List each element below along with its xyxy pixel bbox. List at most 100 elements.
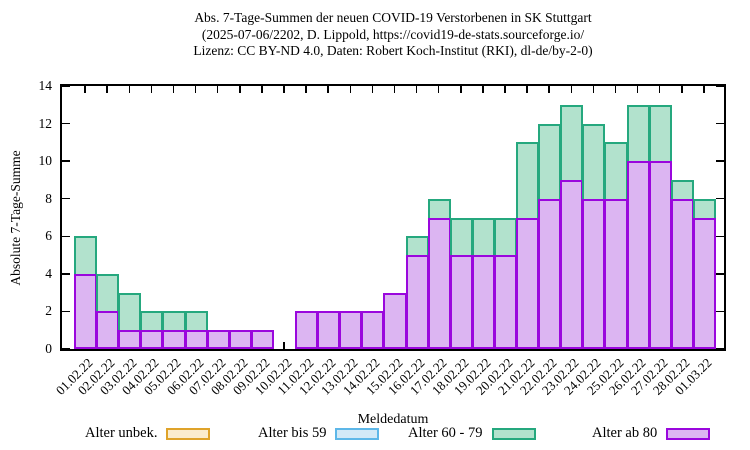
bar-segment-alter-60-79 [405, 236, 429, 256]
bar-segment-alter-60-79 [427, 198, 451, 218]
y-tick-right [716, 85, 724, 87]
legend-label: Alter unbek. [85, 425, 158, 441]
x-tick-top [84, 86, 86, 93]
bar-segment-alter-60-79 [162, 311, 186, 331]
bar-segment-alter-ab-80 [339, 311, 363, 349]
y-tick-right [716, 235, 724, 238]
legend-swatch [166, 427, 211, 440]
bar-segment-alter-60-79 [184, 311, 208, 331]
bar-segment-alter-ab-80 [228, 330, 252, 349]
chart-title-line1: Abs. 7-Tage-Summen der neuen COVID-19 Ve… [194, 10, 592, 25]
bar-segment-alter-60-79 [582, 123, 606, 199]
x-tick-top [106, 86, 108, 93]
x-tick-top [261, 86, 263, 93]
plot-canvas [62, 85, 724, 350]
bar-segment-alter-ab-80 [538, 198, 562, 349]
y-tick-left [62, 310, 70, 313]
x-tick-top [349, 86, 352, 93]
x-tick-top [437, 86, 440, 93]
x-tick-top [305, 86, 307, 93]
y-tick-right [716, 122, 724, 125]
bar-segment-alter-ab-80 [96, 311, 120, 349]
bar-segment-alter-ab-80 [449, 255, 473, 349]
y-tick-right [716, 197, 724, 200]
bar-segment-alter-ab-80 [140, 330, 164, 349]
x-tick-top [460, 86, 462, 93]
bar-segment-alter-ab-80 [493, 255, 518, 349]
bar-segment-alter-60-79 [516, 142, 540, 218]
y-tick-right [716, 310, 724, 313]
x-tick-top [150, 86, 153, 93]
legend-label: Alter 60 - 79 [408, 425, 483, 441]
y-tick-right [716, 160, 724, 162]
bar-segment-alter-ab-80 [361, 311, 385, 349]
bar-segment-alter-ab-80 [250, 330, 274, 349]
bar-segment-alter-ab-80 [692, 217, 716, 349]
legend-label: Alter bis 59 [258, 425, 327, 441]
x-tick-top [194, 86, 197, 93]
y-tick-label: 0 [45, 341, 52, 356]
bar-segment-alter-60-79 [96, 273, 120, 312]
y-tick-label: 6 [45, 228, 52, 244]
bar-segment-alter-ab-80 [184, 330, 208, 349]
x-tick-top [482, 86, 484, 93]
chart-title: Abs. 7-Tage-Summen der neuen COVID-19 Ve… [60, 10, 726, 60]
bar-segment-alter-60-79 [604, 142, 628, 199]
legend-item: Alter 60 - 79 [408, 425, 536, 442]
bar-segment-alter-ab-80 [206, 330, 230, 349]
bar-segment-alter-ab-80 [582, 198, 606, 349]
bar-segment-alter-60-79 [670, 179, 694, 199]
legend-item: Alter ab 80 [592, 425, 711, 442]
bar-segment-alter-ab-80 [118, 330, 142, 349]
x-tick-top [216, 86, 219, 93]
bar-segment-alter-60-79 [493, 217, 518, 256]
x-tick-top [548, 86, 550, 93]
y-tick-label: 8 [45, 190, 52, 206]
bar-segment-alter-ab-80 [626, 161, 650, 349]
bar-segment-alter-60-79 [140, 311, 164, 331]
legend: Alter unbek. Alter bis 59 Alter 60 - 79 Alt… [0, 425, 750, 447]
legend-item: Alter bis 59 [258, 425, 380, 442]
x-tick-top [283, 86, 285, 93]
y-tick-label: 2 [45, 303, 52, 319]
y-tick-left [62, 235, 70, 238]
bar-segment-alter-ab-80 [604, 198, 628, 349]
chart-title-line2: (2025-07-06/2202, D. Lippold, https://co… [201, 26, 585, 42]
y-tick-label: 10 [38, 153, 53, 169]
x-tick-bottom [283, 342, 285, 349]
x-tick-top [681, 86, 683, 93]
bar-segment-alter-60-79 [692, 198, 716, 218]
y-tick-left [62, 122, 70, 125]
y-tick-label: 12 [38, 115, 53, 131]
x-tick-top [128, 86, 130, 93]
bar-segment-alter-ab-80 [295, 311, 319, 349]
legend-swatch [491, 427, 536, 440]
bar-segment-alter-60-79 [626, 104, 650, 162]
y-tick-label: 14 [38, 78, 53, 93]
bar-segment-alter-60-79 [538, 123, 562, 199]
bar-segment-alter-60-79 [471, 217, 495, 256]
bar-segment-alter-ab-80 [317, 311, 341, 349]
x-tick-top [415, 86, 418, 93]
bar-segment-alter-ab-80 [162, 330, 186, 349]
x-tick-top [172, 86, 175, 93]
bar-segment-alter-60-79 [118, 292, 142, 331]
y-tick-left [62, 273, 70, 275]
y-tick-left [62, 85, 70, 87]
x-tick-top [592, 86, 595, 93]
bar-segment-alter-60-79 [648, 104, 672, 162]
x-tick-top [327, 86, 329, 93]
x-tick-top [239, 86, 241, 93]
x-tick-top [526, 86, 528, 93]
y-tick-right [716, 273, 724, 275]
y-tick-right [716, 348, 724, 350]
x-axis-title: Meldedatum [357, 412, 429, 427]
legend-item: Alter unbek. [85, 425, 211, 442]
bar-segment-alter-ab-80 [670, 198, 694, 349]
y-tick-left [62, 348, 70, 350]
y-tick-left [62, 197, 70, 200]
x-tick-top [371, 86, 374, 93]
x-tick-top [636, 86, 639, 93]
bar-segment-alter-ab-80 [74, 273, 98, 349]
